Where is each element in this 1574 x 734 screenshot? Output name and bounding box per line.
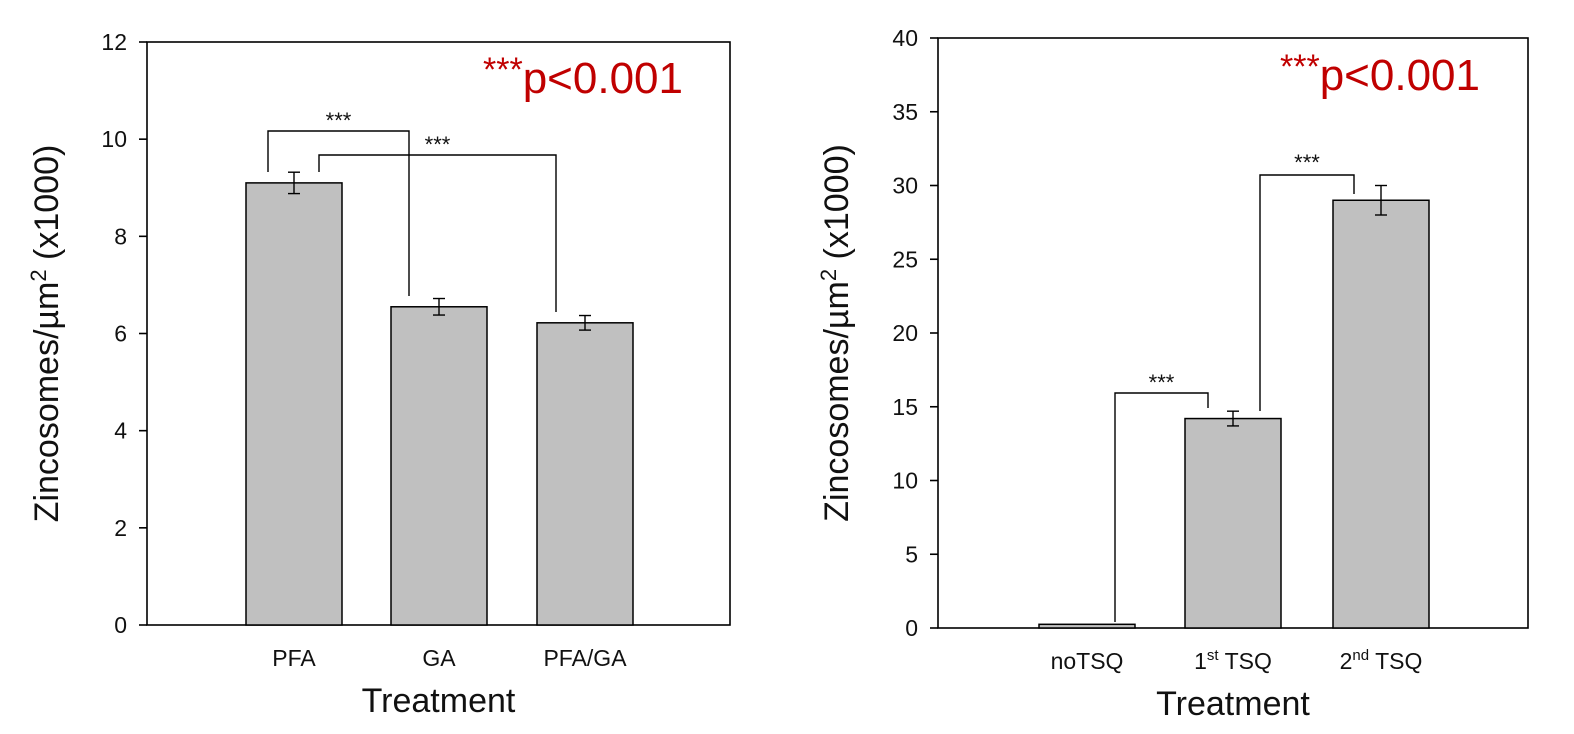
significance-bracket [1259, 174, 1355, 411]
y-tick-label: 5 [905, 541, 918, 567]
category-label: 2nd TSQ [1340, 647, 1423, 674]
significance-stars: *** [1294, 150, 1320, 175]
p-value-annotation: ***p<0.001 [1280, 48, 1480, 100]
y-tick-label: 10 [101, 126, 127, 152]
x-axis-label: Treatment [1156, 685, 1310, 723]
bar [1038, 623, 1136, 629]
y-tick-label: 40 [892, 25, 918, 51]
category-label: noTSQ [1051, 648, 1124, 674]
bar [1332, 199, 1430, 629]
bar [390, 306, 488, 626]
y-tick-label: 10 [892, 468, 918, 494]
y-tick-label: 15 [892, 394, 918, 420]
y-axis-label: Zincosomes/µm2 (x1000) [26, 145, 66, 523]
significance-stars: *** [1149, 370, 1175, 395]
bar [245, 182, 343, 626]
category-label: 1st TSQ [1194, 647, 1272, 674]
significance-bracket [267, 130, 410, 296]
y-axis-label: Zincosomes/µm2 (x1000) [816, 144, 856, 522]
significance-stars: *** [326, 108, 352, 133]
significance-bracket [1114, 392, 1209, 622]
y-tick-label: 20 [892, 320, 918, 346]
y-tick-label: 12 [101, 29, 127, 55]
bar [536, 322, 634, 626]
y-tick-label: 0 [905, 615, 918, 641]
y-tick-label: 35 [892, 99, 918, 125]
y-tick-label: 25 [892, 246, 918, 272]
x-axis-label: Treatment [362, 682, 516, 720]
y-tick-label: 0 [114, 612, 127, 638]
bar [1184, 417, 1282, 629]
chart-1: 0 2 4 6 8 10 12 PFA GA PFA/GA *** *** Zincosomes/µm2… [26, 29, 731, 720]
chart-2: 0 5 10 15 20 25 30 35 40 noTSQ 1st TSQ 2nd TSQ *** **… [816, 25, 1529, 723]
y-tick-label: 2 [114, 515, 127, 541]
category-label: GA [422, 645, 456, 671]
category-label: PFA/GA [543, 645, 627, 671]
significance-bracket [318, 154, 557, 312]
y-tick-label: 6 [114, 321, 127, 347]
y-tick-label: 4 [114, 418, 127, 444]
p-value-annotation: ***p<0.001 [483, 51, 683, 103]
category-label: PFA [272, 645, 316, 671]
y-tick-label: 8 [114, 223, 127, 249]
significance-stars: *** [425, 132, 451, 157]
y-tick-label: 30 [892, 173, 918, 199]
